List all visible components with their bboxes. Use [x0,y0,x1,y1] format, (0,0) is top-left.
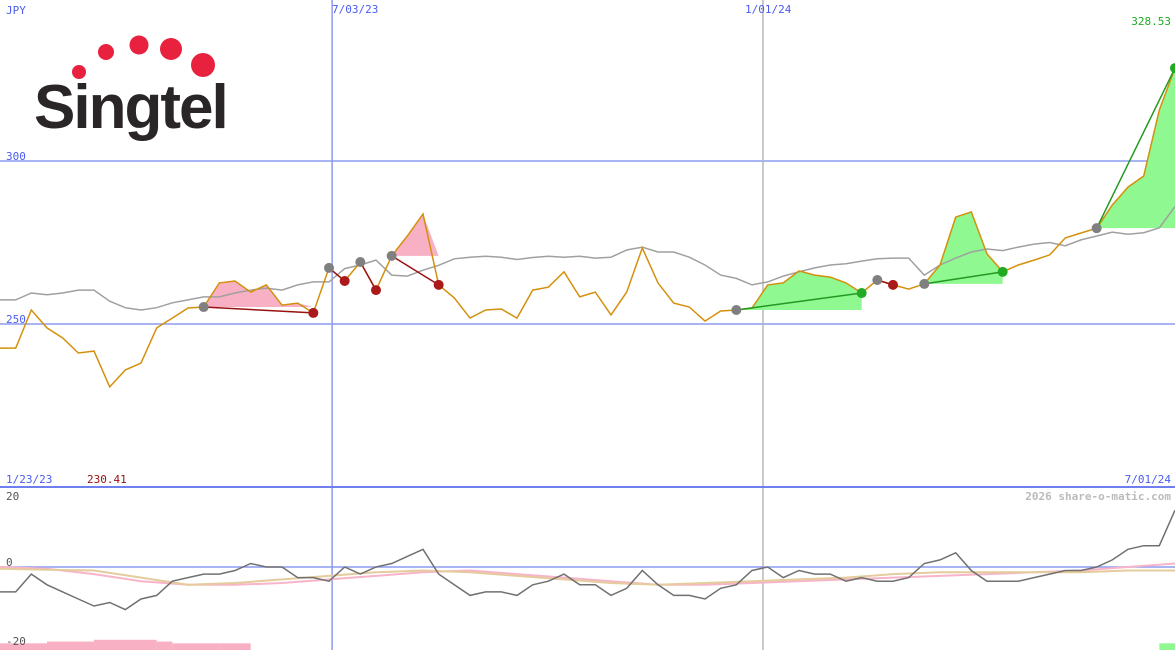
trade-entry-marker-1 [324,262,334,273]
trade-entry-marker-4 [731,304,742,315]
osc-ytick-minus-20: -20 [6,635,26,648]
histogram-bar-5 [219,643,251,650]
trade-entry-marker-2 [355,257,366,268]
trade-line-3 [391,255,440,286]
trade-entry-marker-0 [198,302,209,313]
trade-fill-0 [203,280,314,308]
currency-label: JPY [6,4,26,17]
osc-ytick-0: 0 [6,556,13,569]
price-line [0,67,1175,389]
osc-line [0,509,1175,611]
trade-fill-4 [736,270,862,310]
trade-fill-7 [1096,68,1175,229]
trade-line-2 [359,261,377,291]
osc-tan-line [0,567,1175,586]
date-label-2: 1/01/24 [745,3,792,16]
end-date-label: 7/01/24 [1125,473,1172,486]
trade-exit-marker-4 [856,288,867,299]
histogram-bar-6 [1159,643,1175,650]
histogram-bar-0 [0,643,47,650]
ytick-250: 250 [6,313,26,326]
trade-exit-marker-2 [371,285,381,296]
ytick-300: 300 [6,150,26,163]
singtel-logo: Singtel [34,35,229,142]
osc-ytick-20: 20 [6,490,19,503]
trade-entry-marker-5 [872,274,883,285]
trade-line-7 [1095,67,1175,229]
max-price-label: 328.53 [1131,15,1171,28]
histogram-bar-2 [94,639,157,650]
trade-exit-marker-3 [433,279,444,290]
trade-fill-3 [391,214,439,256]
trade-exit-marker-0 [308,307,319,318]
watermark: 2026 share-o-matic.com [1025,490,1171,503]
histogram-bar-1 [47,641,94,650]
trade-entry-marker-6 [919,278,930,289]
histogram-bar-3 [156,641,173,650]
min-price-label: 230.41 [87,473,127,486]
trade-exit-marker-5 [888,279,898,290]
trade-exit-marker-7 [1170,63,1175,74]
trade-entry-marker-3 [386,250,397,261]
logo-text: Singtel [34,73,227,142]
trade-line-4 [736,292,862,311]
trade-exit-marker-6 [997,266,1008,277]
trade-line-0 [203,306,314,314]
trade-exit-marker-1 [339,275,350,286]
histogram-bar-4 [172,643,220,650]
start-date-label: 1/23/23 [6,473,52,486]
trade-fill-6 [924,211,1003,284]
average-line [0,206,1175,311]
date-label-1: 7/03/23 [332,3,378,16]
trade-line-6 [924,271,1003,285]
trade-entry-marker-7 [1091,223,1102,234]
